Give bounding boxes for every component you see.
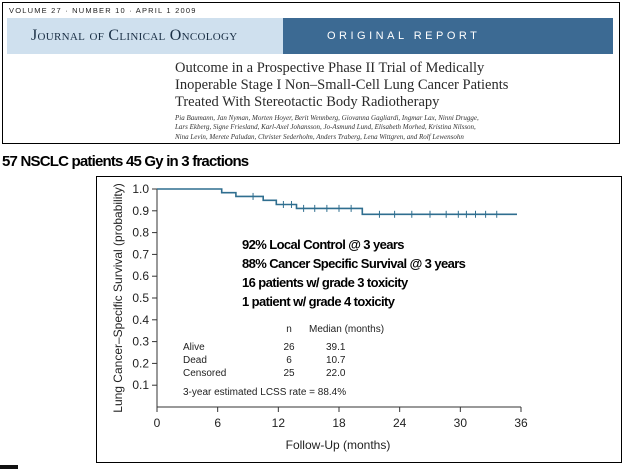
x-tick-label: 18 [332,416,346,430]
paper-title-line: Outcome in a Prospective Phase II Trial … [175,60,485,76]
x-tick-label: 36 [514,416,528,430]
journal-name: Journal of Clinical Oncology [31,27,238,44]
table-footnote: 3-year estimated LCSS rate = 88.4% [183,387,346,398]
volume-line: VOLUME 27 · NUMBER 10 · APRIL 1 2009 [9,6,197,15]
y-tick-label: 0.4 [132,313,149,327]
paper-title-line: Treated With Stereotactic Body Radiother… [175,94,440,110]
x-tick-label: 24 [393,416,407,430]
table-cell-n: 25 [283,368,295,379]
table-header-n: n [286,324,292,335]
x-tick-label: 12 [272,416,286,430]
table-cell-n: 26 [283,342,295,353]
author-line: Lars Ekberg, Signe Friesland, Karl-Axel … [175,123,476,132]
table-cell-n: 6 [286,355,292,366]
x-tick-label: 6 [214,416,221,430]
risk-table: n Median (months) Alive 26 39.1 Dead 6 1… [183,324,384,398]
km-survival-curve [157,188,517,216]
author-line: Nina Levin, Merete Paludan, Christer Sed… [175,132,464,141]
table-row-label: Censored [183,368,226,379]
y-axis-title: Lung Cancer–Specific Survival (probabili… [111,183,125,412]
table-header-median: Median (months) [309,324,384,335]
journal-banner: Journal of Clinical Oncology ORIGINAL RE… [7,18,613,54]
censor-layer [252,192,498,218]
paper-title: Outcome in a Prospective Phase II Trial … [175,60,595,111]
y-tick-label: 0.8 [132,226,149,240]
curve-layer [157,188,517,216]
paper-title-line: Inoperable Stage I Non–Small-Cell Lung C… [175,77,509,93]
y-tick-label: 0.6 [132,269,149,283]
summary-line: 1 patient w/ grade 4 toxicity [242,294,396,309]
table-row-label: Alive [183,342,205,353]
bottom-edge-mark [0,465,18,469]
report-type-tag: ORIGINAL REPORT [283,18,613,54]
y-tick-label: 0.9 [132,204,149,218]
y-tick-label: 1.0 [132,182,149,196]
journal-header: VOLUME 27 · NUMBER 10 · APRIL 1 2009 Jou… [2,2,620,144]
km-chart-panel: 0.1 0.2 0.3 0.4 0.5 0.6 0.7 0.8 0.9 1.0 0 6 12 18 24 30… [96,176,622,463]
y-tick-label: 0.5 [132,291,149,305]
summary-block: 92% Local Control @ 3 years 88% Cancer S… [242,237,466,309]
table-row-label: Dead [183,355,207,366]
y-tick-label: 0.3 [132,335,149,349]
summary-line: 88% Cancer Specific Survival @ 3 years [242,256,466,271]
table-cell-median: 39.1 [326,342,346,353]
summary-line: 92% Local Control @ 3 years [242,237,404,252]
x-tick-label: 30 [454,416,468,430]
y-tick-label: 0.2 [132,356,149,370]
y-tick-label: 0.1 [132,378,149,392]
km-chart: 0.1 0.2 0.3 0.4 0.5 0.6 0.7 0.8 0.9 1.0 0 6 12 18 24 30… [111,182,528,452]
author-line: Pia Baumann, Jan Nyman, Morten Hoyer, Be… [175,114,479,122]
paper-authors: Pia Baumann, Jan Nyman, Morten Hoyer, Be… [175,114,595,142]
x-tick-label: 0 [154,416,161,430]
ticks: 0.1 0.2 0.3 0.4 0.5 0.6 0.7 0.8 0.9 1.0 0 6 12 18 24 30… [132,182,528,430]
summary-line: 16 patients w/ grade 3 toxicity [242,275,409,290]
table-cell-median: 10.7 [326,355,346,366]
table-cell-median: 22.0 [326,368,346,379]
y-tick-label: 0.7 [132,247,149,261]
x-axis-title: Follow-Up (months) [286,438,391,452]
slide-heading: 57 NSCLC patients 45 Gy in 3 fractions [2,153,249,170]
